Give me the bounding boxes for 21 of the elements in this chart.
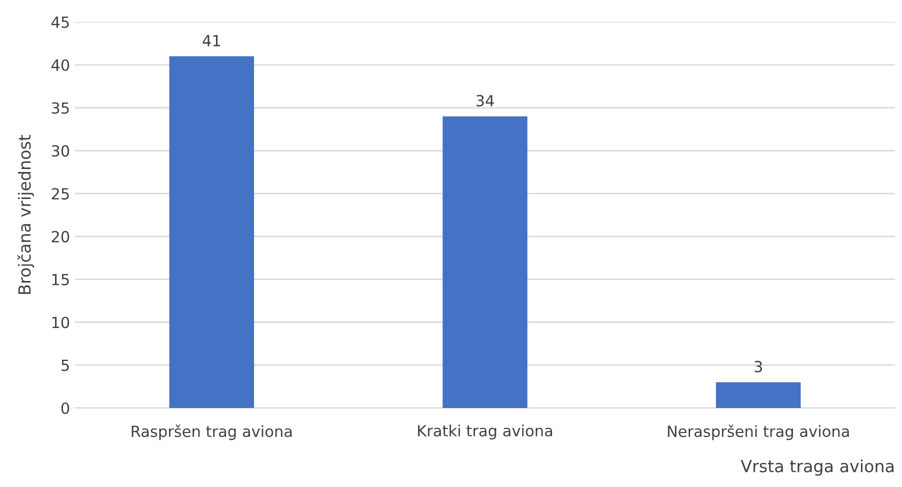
y-tick-label: 15 <box>52 274 69 286</box>
y-tick-label: 20 <box>52 230 70 242</box>
y-tick-label: 10 <box>52 316 70 328</box>
x-axis-title: Vrsta traga aviona <box>740 460 894 476</box>
data-label: 3 <box>754 360 762 372</box>
y-tick-label: 30 <box>52 145 70 157</box>
data-label: 34 <box>476 94 494 106</box>
y-tick-label: 40 <box>51 59 70 71</box>
data-label: 41 <box>202 35 220 46</box>
bar <box>442 116 528 408</box>
y-tick-label: 25 <box>52 188 69 200</box>
y-tick-label: 35 <box>52 102 69 114</box>
x-tick-label: Raspršen trag aviona <box>132 424 292 440</box>
y-tick-label: 5 <box>62 360 69 372</box>
bar <box>169 56 254 408</box>
bar <box>716 382 801 408</box>
y-axis-title: Brojčana vrijednost <box>17 134 34 294</box>
y-tick-label: 0 <box>61 402 70 414</box>
y-tick-label: 45 <box>51 16 69 28</box>
x-tick-label: Neraspršeni trag aviona <box>668 424 849 440</box>
x-tick-label: Kratki trag aviona <box>418 424 552 440</box>
